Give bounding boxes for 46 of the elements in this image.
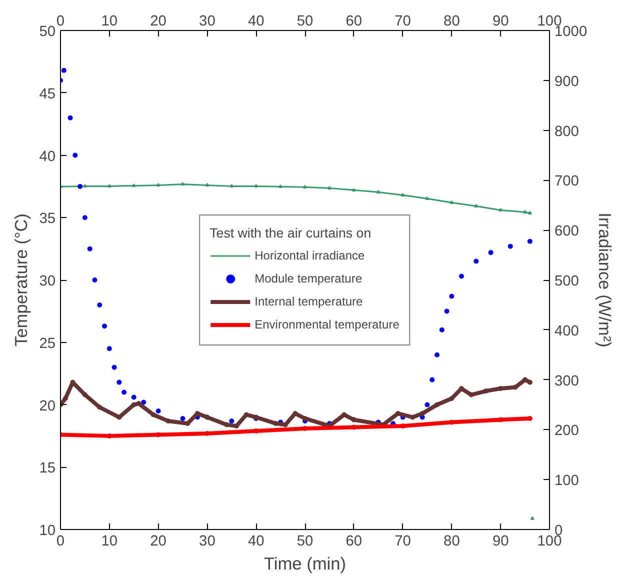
y-tick-label: 15 bbox=[39, 460, 56, 477]
x2-tick-label: 20 bbox=[150, 534, 166, 550]
y-axis-title: Temperature (°C) bbox=[11, 213, 32, 347]
x-tick-label: 60 bbox=[346, 14, 362, 30]
y-tick-label: 30 bbox=[39, 274, 56, 290]
y2-tick-label: 800 bbox=[554, 124, 579, 140]
legend-label: Environmental temperature bbox=[254, 317, 400, 331]
y2-tick-label: 600 bbox=[554, 224, 579, 240]
legend-label: Internal temperature bbox=[254, 294, 363, 308]
x2-tick-label: 10 bbox=[101, 534, 118, 550]
y-tick-label: 20 bbox=[39, 398, 56, 414]
x-axis-title: Time (min) bbox=[264, 554, 346, 574]
x2-tick-label: 0 bbox=[56, 534, 65, 550]
y2-tick-label: 100 bbox=[554, 473, 579, 490]
y-tick-label: 50 bbox=[39, 24, 56, 40]
x-tick-label: 20 bbox=[150, 14, 166, 30]
x2-tick-label: 80 bbox=[444, 534, 460, 550]
y-tick-label: 10 bbox=[39, 523, 56, 539]
x2-tick-label: 30 bbox=[199, 534, 216, 550]
y-tick-label: 25 bbox=[39, 336, 56, 352]
x-tick-label: 90 bbox=[492, 14, 509, 30]
y2-tick-label: 700 bbox=[554, 174, 579, 190]
y-tick-label: 40 bbox=[39, 148, 56, 165]
x-tick-label: 40 bbox=[248, 14, 264, 30]
x-tick-label: 0 bbox=[56, 14, 65, 30]
legend-label: Horizontal irradiance bbox=[254, 248, 365, 262]
legend-title: Test with the air curtains on bbox=[210, 225, 372, 240]
y2-tick-label: 500 bbox=[554, 274, 579, 290]
x-tick-label: 50 bbox=[296, 14, 314, 30]
x-tick-label: 80 bbox=[444, 14, 460, 30]
x2-tick-label: 70 bbox=[394, 534, 411, 550]
x-tick-label: 10 bbox=[101, 14, 118, 30]
x2-tick-label: 90 bbox=[492, 534, 509, 550]
y2-axis-title: Irradiance (W/m²) bbox=[595, 212, 616, 348]
y2-tick-label: 300 bbox=[554, 373, 579, 390]
x2-tick-label: 50 bbox=[296, 534, 314, 550]
y2-tick-label: 400 bbox=[554, 323, 579, 340]
y-tick-label: 35 bbox=[39, 211, 56, 228]
y2-tick-label: 900 bbox=[554, 74, 579, 90]
legend-label: Module temperature bbox=[254, 271, 362, 285]
x2-tick-label: 40 bbox=[248, 534, 264, 550]
y-tick-label: 45 bbox=[39, 86, 56, 102]
y2-tick-label: 200 bbox=[554, 423, 579, 440]
x-tick-label: 70 bbox=[394, 14, 411, 30]
x2-tick-label: 60 bbox=[346, 534, 362, 550]
x-tick-label: 30 bbox=[199, 14, 216, 30]
